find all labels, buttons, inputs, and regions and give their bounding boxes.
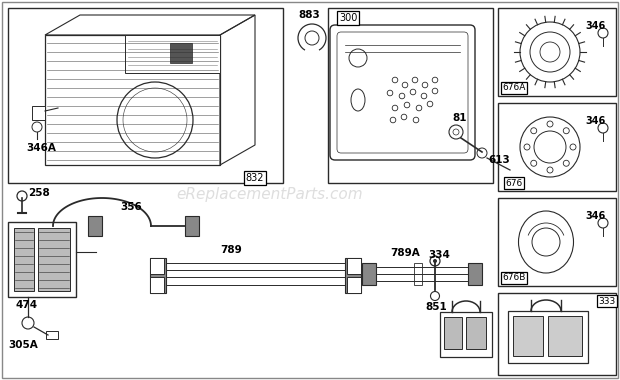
- Text: 81: 81: [452, 113, 466, 123]
- Text: 676A: 676A: [502, 84, 526, 92]
- Bar: [125, 35, 220, 73]
- Text: 334: 334: [428, 250, 450, 260]
- Text: eReplacementParts.com: eReplacementParts.com: [177, 187, 363, 203]
- Text: 851: 851: [425, 302, 447, 312]
- Text: 883: 883: [298, 10, 320, 20]
- Text: 789A: 789A: [390, 248, 420, 258]
- Text: 300: 300: [339, 13, 357, 23]
- Bar: [185, 216, 199, 236]
- Text: 789: 789: [220, 245, 242, 255]
- Bar: [46, 331, 58, 339]
- Text: 676B: 676B: [502, 274, 526, 282]
- Text: 346: 346: [586, 116, 606, 126]
- Bar: [498, 198, 616, 286]
- Bar: [38, 228, 70, 291]
- Bar: [150, 258, 164, 274]
- Text: 346: 346: [586, 21, 606, 31]
- Text: 305A: 305A: [8, 340, 38, 350]
- Bar: [440, 312, 492, 357]
- Bar: [32, 106, 45, 120]
- Bar: [548, 316, 582, 356]
- Text: 346A: 346A: [26, 143, 56, 153]
- Bar: [88, 216, 102, 236]
- Bar: [150, 277, 164, 293]
- Bar: [444, 317, 462, 349]
- Bar: [8, 222, 76, 297]
- Bar: [414, 263, 422, 285]
- Bar: [347, 258, 361, 274]
- Bar: [513, 316, 543, 356]
- Bar: [150, 258, 166, 293]
- Bar: [466, 317, 486, 349]
- Bar: [498, 293, 616, 375]
- Text: 613: 613: [488, 155, 510, 165]
- Text: 474: 474: [16, 300, 38, 310]
- Bar: [498, 8, 616, 96]
- FancyBboxPatch shape: [330, 25, 475, 160]
- Bar: [8, 8, 283, 183]
- Circle shape: [433, 259, 437, 263]
- Bar: [468, 263, 482, 285]
- Bar: [14, 228, 34, 291]
- Bar: [45, 35, 220, 165]
- Text: 346: 346: [586, 211, 606, 221]
- Bar: [498, 103, 616, 191]
- Bar: [508, 311, 588, 363]
- Text: 258: 258: [28, 188, 50, 198]
- Text: 832: 832: [246, 173, 264, 183]
- Text: 356: 356: [120, 202, 142, 212]
- Bar: [347, 277, 361, 293]
- Text: 333: 333: [598, 296, 616, 306]
- Bar: [345, 258, 361, 293]
- Bar: [170, 43, 192, 63]
- Bar: [362, 263, 376, 285]
- Text: 676: 676: [505, 179, 523, 187]
- Bar: [328, 8, 493, 183]
